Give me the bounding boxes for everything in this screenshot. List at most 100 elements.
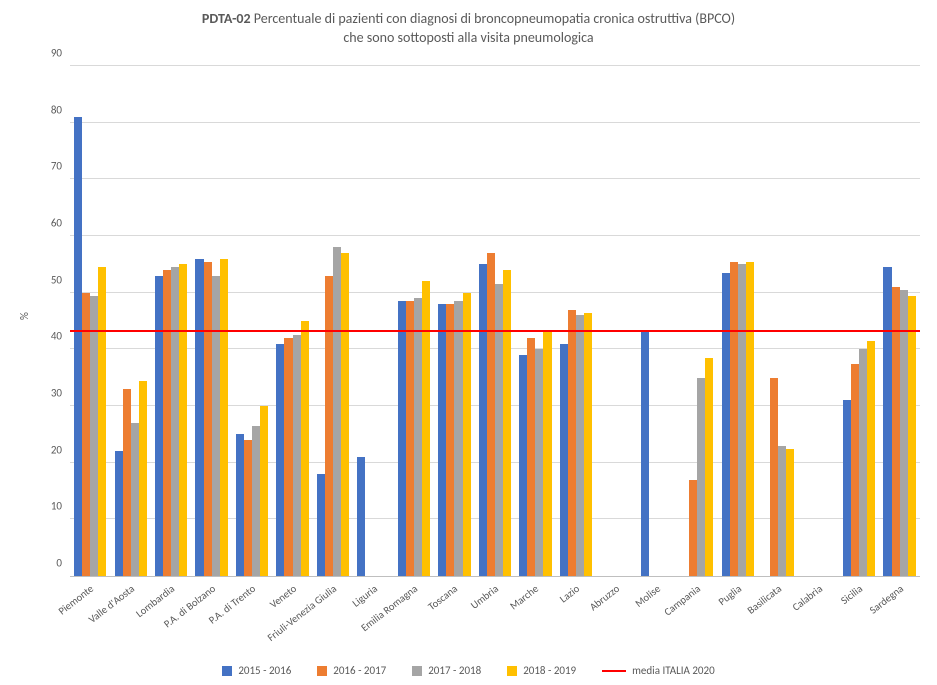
bar: [495, 284, 503, 576]
legend-item: 2018 - 2019: [507, 664, 576, 677]
category-group: Abruzzo: [596, 66, 636, 576]
bar: [293, 335, 301, 576]
category-group: Lazio: [556, 66, 596, 576]
bar: [584, 313, 592, 577]
bar: [576, 315, 584, 576]
legend-item: 2016 - 2017: [317, 664, 386, 677]
category-group: Lombardia: [151, 66, 191, 576]
bar-cluster: [600, 66, 632, 576]
bar: [252, 426, 260, 576]
bar: [131, 423, 139, 576]
bar: [115, 451, 123, 576]
category-group: Molise: [637, 66, 677, 576]
bar: [341, 253, 349, 576]
bar: [883, 267, 891, 576]
y-tick-label: 40: [32, 330, 62, 343]
bar: [284, 338, 292, 576]
category-group: Piemonte: [70, 66, 110, 576]
legend-label: 2015 - 2016: [238, 664, 291, 677]
bar-cluster: [762, 66, 794, 576]
chart-title: PDTA-02 Percentuale di pazienti con diag…: [0, 0, 937, 48]
bar-cluster: [357, 66, 389, 576]
legend-label: 2017 - 2018: [428, 664, 481, 677]
bar: [859, 349, 867, 576]
category-group: Sardegna: [879, 66, 919, 576]
title-code: PDTA-02: [202, 10, 251, 27]
bar-cluster: [74, 66, 106, 576]
bar: [527, 338, 535, 576]
category-group: Toscana: [434, 66, 474, 576]
legend: 2015 - 2016 2016 - 2017 2017 - 2018 2018 - …: [0, 664, 937, 677]
bar: [770, 378, 778, 576]
y-tick-label: 70: [32, 160, 62, 173]
bar-cluster: [317, 66, 349, 576]
bar: [843, 400, 851, 576]
y-tick-label: 80: [32, 103, 62, 116]
bar: [179, 264, 187, 576]
bar: [98, 267, 106, 576]
legend-label: 2016 - 2017: [333, 664, 386, 677]
bar: [867, 341, 875, 576]
bar-cluster: [195, 66, 227, 576]
bar: [908, 296, 916, 577]
category-group: Veneto: [272, 66, 312, 576]
bar: [244, 440, 252, 576]
bar: [123, 389, 131, 576]
bar: [786, 449, 794, 577]
bar: [641, 330, 649, 577]
bar: [414, 298, 422, 576]
bar-cluster: [722, 66, 754, 576]
legend-label: 2018 - 2019: [523, 664, 576, 677]
category-group: Friuli-Venezia Giulia: [313, 66, 353, 576]
plot-area: 0102030405060708090PiemonteValle d'Aosta…: [70, 66, 920, 577]
reference-line: [70, 330, 920, 332]
bar-cluster: [560, 66, 592, 576]
bar: [519, 355, 527, 576]
category-group: Sicilia: [839, 66, 879, 576]
bar: [317, 474, 325, 576]
bar: [560, 344, 568, 576]
bar: [778, 446, 786, 576]
bar: [454, 301, 462, 576]
bar: [689, 480, 697, 576]
bar: [463, 293, 471, 576]
bar-cluster: [438, 66, 470, 576]
legend-item: 2015 - 2016: [222, 664, 291, 677]
category-group: Emilia Romagna: [394, 66, 434, 576]
bar: [276, 344, 284, 576]
category-group: Basilicata: [758, 66, 798, 576]
legend-swatch: [507, 666, 517, 676]
bar: [155, 276, 163, 576]
legend-label: media ITALIA 2020: [632, 664, 715, 677]
bar: [301, 321, 309, 576]
legend-item: media ITALIA 2020: [602, 664, 715, 677]
title-line2: che sono sottoposti alla visita pneumolo…: [343, 29, 593, 46]
bar-cluster: [115, 66, 147, 576]
legend-item: 2017 - 2018: [412, 664, 481, 677]
bar: [730, 262, 738, 577]
bar-cluster: [681, 66, 713, 576]
title-line1: Percentuale di pazienti con diagnosi di …: [251, 10, 735, 27]
bar-groups: PiemonteValle d'AostaLombardiaP.A. di Bo…: [70, 66, 920, 576]
bar: [705, 358, 713, 576]
bar-cluster: [398, 66, 430, 576]
category-group: Valle d'Aosta: [110, 66, 150, 576]
bar: [697, 378, 705, 576]
bar: [722, 273, 730, 576]
bar: [900, 290, 908, 576]
bar: [746, 262, 754, 577]
bar: [333, 247, 341, 576]
bar: [543, 332, 551, 576]
bar: [406, 301, 414, 576]
bar: [487, 253, 495, 576]
category-group: P.A. di Trento: [232, 66, 272, 576]
bar: [438, 304, 446, 576]
bar: [325, 276, 333, 576]
bar: [398, 301, 406, 576]
bar: [163, 270, 171, 576]
bar: [851, 364, 859, 577]
y-tick-label: 50: [32, 273, 62, 286]
category-group: Campania: [677, 66, 717, 576]
y-tick-label: 60: [32, 217, 62, 230]
category-group: P.A. di Bolzano: [191, 66, 231, 576]
